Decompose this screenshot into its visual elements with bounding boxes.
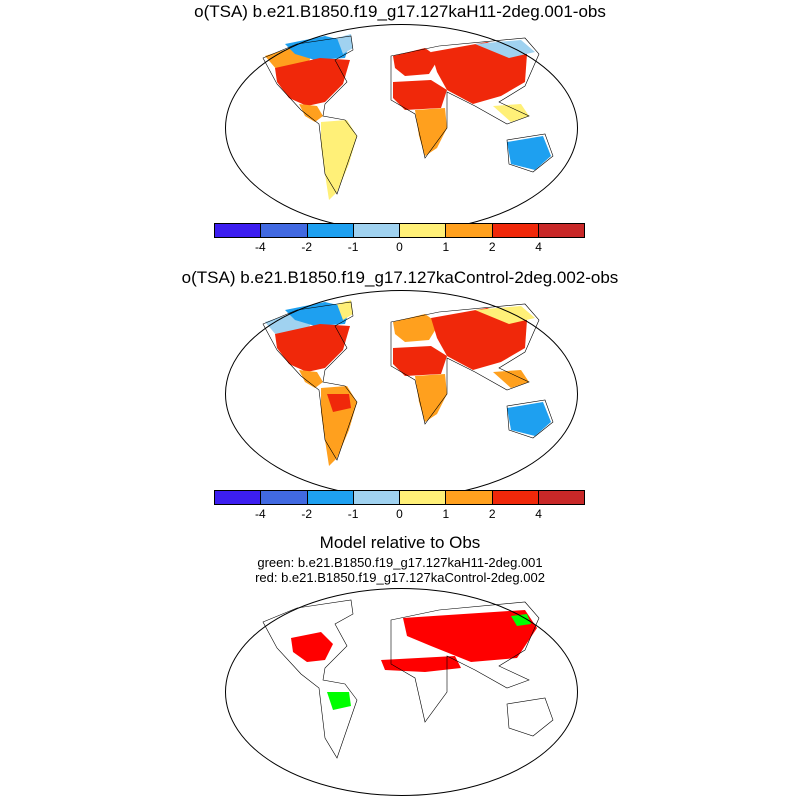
panel-1-colorbar xyxy=(214,223,585,238)
panel-1-region-north-america xyxy=(275,58,350,106)
panel-3-region-north-america-east xyxy=(291,632,333,662)
panel-2-region-north-america xyxy=(275,324,350,372)
panel-2-colorbar-labels: -4 -2 -1 0 1 2 4 xyxy=(214,507,585,523)
panel-1-colorbar-swatch xyxy=(261,224,308,237)
panel-2-region-asia xyxy=(431,308,527,370)
panel-2-colorbar-swatch xyxy=(307,491,354,504)
panel-2-region-southeast-asia xyxy=(493,370,529,388)
panel-2-colorbar-tick-label: 2 xyxy=(488,507,496,521)
panel-3-region-siberia-east xyxy=(511,614,531,626)
panel-2-region-australia xyxy=(507,402,551,436)
panel-1-colorbar-labels: -4 -2 -1 0 1 2 4 xyxy=(214,240,585,256)
panel-3-coastlines xyxy=(262,599,554,759)
panel-1-colorbar-swatch xyxy=(353,224,400,237)
panel-1-region-europe xyxy=(393,48,439,76)
panel-1-colorbar-swatch xyxy=(400,224,447,237)
panel-2-colorbar-swatch xyxy=(538,491,584,504)
panel-1-title: o(TSA) b.e21.B1850.f19_g17.127kaH11-2deg… xyxy=(194,2,606,21)
panel-2-region-north-africa xyxy=(393,346,447,376)
panel-3-region-sahel xyxy=(381,656,461,672)
panel-3-title: Model relative to Obs xyxy=(319,533,481,552)
panel-1-colorbar-tick-label: 0 xyxy=(396,240,403,254)
panel-1-land xyxy=(265,34,551,200)
panel-2-title: o(TSA) b.e21.B1850.f19_g17.127kaControl-… xyxy=(181,268,619,287)
panel-2-region-amazon xyxy=(327,394,351,412)
panel-3-region-amazon xyxy=(327,692,351,710)
panel-1-colorbar-swatch xyxy=(307,224,354,237)
panel-3-subtitle-red: red: b.e21.B1850.f19_g17.127kaControl-2d… xyxy=(255,570,545,585)
panel-1-region-southern-africa xyxy=(415,108,447,156)
panel-3-map xyxy=(225,588,578,796)
panel-1-region-south-america xyxy=(321,120,357,200)
panel-2-colorbar-tick-label: -4 xyxy=(255,507,266,521)
panel-1-colorbar-tick-label: 1 xyxy=(442,240,450,254)
panel-1-colorbar-tick-label: 4 xyxy=(535,240,542,254)
panel-2-region-southern-africa xyxy=(415,374,447,422)
panel-2-region-europe xyxy=(393,314,439,342)
panel-3-map-outline xyxy=(225,588,578,796)
panel-1-colorbar-tick-label: -2 xyxy=(301,240,313,254)
panel-2-region-central-america xyxy=(299,370,323,388)
panel-2-colorbar-tick-label: 1 xyxy=(442,507,450,521)
panel-1-region-greenland-coast xyxy=(337,34,353,54)
panel-2-colorbar-tick-label: 0 xyxy=(396,507,403,521)
panel-2-coastlines xyxy=(262,301,554,461)
panel-2-colorbar-tick-label: -2 xyxy=(301,507,313,521)
panel-2-colorbar-swatch xyxy=(400,491,447,504)
panel-3-subtitle-green: green: b.e21.B1850.f19_g17.127kaH11-2deg… xyxy=(257,555,543,570)
panel-1-colorbar-tick-label: -4 xyxy=(255,240,266,254)
panel-2-colorbar-tick-label: -1 xyxy=(347,507,359,521)
panel-2-colorbar xyxy=(214,490,585,505)
panel-1-coastlines xyxy=(262,35,554,195)
panel-1-region-central-america xyxy=(299,104,323,122)
panel-1-region-australia xyxy=(507,136,551,170)
panel-1-region-asia xyxy=(431,42,527,104)
panel-2-colorbar-swatch xyxy=(215,491,262,504)
panel-2-map xyxy=(225,290,578,498)
panel-2-region-canada-north xyxy=(285,302,350,326)
panel-1-colorbar-tick-label: 2 xyxy=(488,240,496,254)
panel-1-region-canada-north xyxy=(285,36,350,60)
panel-1-region-north-africa xyxy=(393,80,447,110)
panel-3-region-eurasia xyxy=(403,610,537,662)
panel-2-land xyxy=(265,300,551,466)
panel-1-colorbar-swatch xyxy=(446,224,493,237)
panel-1-colorbar-swatch xyxy=(492,224,539,237)
panel-3-land xyxy=(291,610,537,710)
panel-2-region-siberia xyxy=(475,306,535,324)
panel-2-colorbar-swatch xyxy=(261,491,308,504)
panel-1-colorbar-swatch xyxy=(538,224,584,237)
panel-1-map xyxy=(225,24,578,232)
panel-1-region-siberia xyxy=(475,40,535,58)
panel-2-colorbar-swatch xyxy=(353,491,400,504)
panel-2-colorbar-swatch xyxy=(446,491,493,504)
panel-1-colorbar-swatch xyxy=(215,224,262,237)
panel-1-colorbar-tick-label: -1 xyxy=(347,240,359,254)
panel-2-region-greenland-coast xyxy=(337,300,353,320)
panel-2-colorbar-tick-label: 4 xyxy=(535,507,542,521)
panel-2-colorbar-swatch xyxy=(492,491,539,504)
panel-1-region-southeast-asia xyxy=(493,104,529,122)
